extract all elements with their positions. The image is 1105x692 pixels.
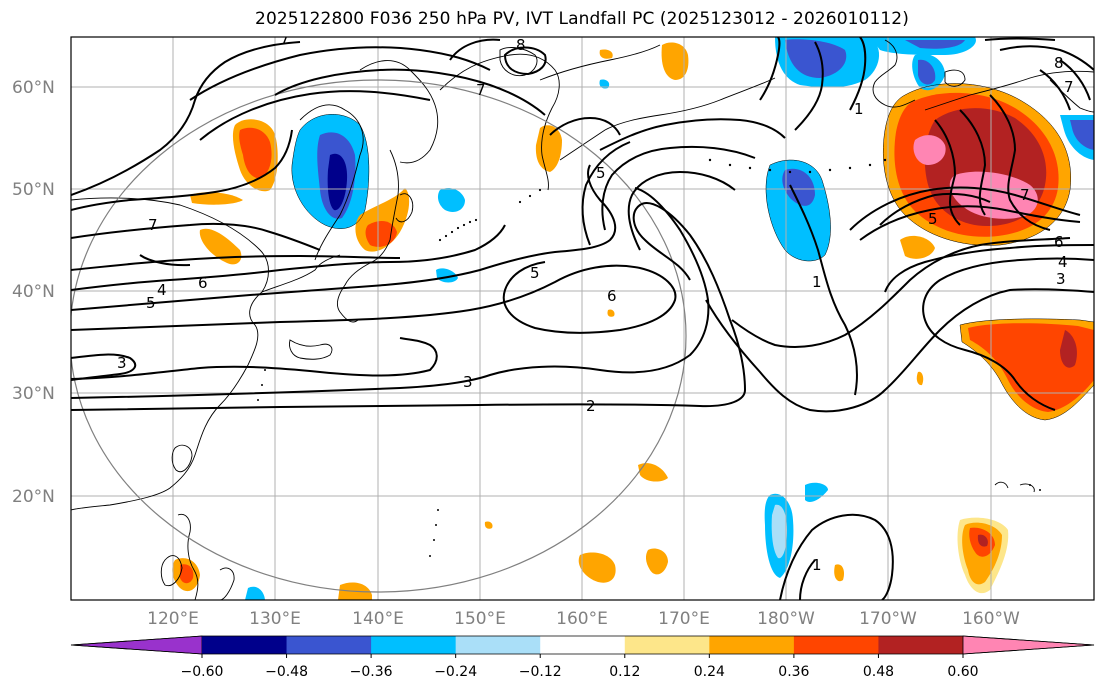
lat-labels: 60°N 50°N 40°N 30°N 20°N — [12, 78, 55, 507]
pv-shading — [172, 37, 1094, 600]
contour-label: 7 — [280, 30, 290, 48]
contour-label: 3 — [1056, 270, 1066, 288]
contour-label: 8 — [1054, 54, 1064, 72]
colorbar-segment — [793, 636, 879, 654]
colorbar-extend-high — [962, 635, 1095, 655]
lat-label: 50°N — [12, 180, 55, 200]
colorbar-segment — [455, 636, 541, 654]
lon-label: 150°E — [454, 609, 506, 629]
colorbar-segment — [202, 636, 287, 654]
contour-label: 6 — [198, 274, 208, 292]
lon-label: 120°E — [147, 609, 199, 629]
contour-label: 5 — [530, 264, 540, 282]
contour-label: 7 — [1064, 78, 1074, 96]
colorbar-segment — [286, 636, 372, 654]
contour-label: 8 — [516, 36, 526, 54]
colorbar-segment — [371, 636, 457, 654]
lon-label: 170°E — [658, 609, 710, 629]
domain-circle — [71, 79, 687, 593]
contour-label: 5 — [596, 164, 606, 182]
colorbar-tick-label: −0.24 — [434, 664, 477, 680]
colorbar: −0.60 −0.48 −0.36 −0.24 −0.12 0.12 0.24 0.36 0.4… — [70, 635, 1095, 680]
colorbar-tick-label: 0.60 — [947, 664, 978, 680]
colorbar-tick-label: −0.48 — [265, 664, 308, 680]
map-frame — [70, 36, 1095, 601]
contour-label: 4 — [1058, 253, 1068, 271]
colorbar-tick-label: 0.24 — [694, 664, 725, 680]
contour-label: 6 — [1054, 233, 1064, 251]
contour-label: 7 — [148, 216, 158, 234]
lon-label: 180°W — [757, 609, 815, 629]
colorbar-tick-label: 0.48 — [863, 664, 894, 680]
contour-labels: 8 7 7 6 5 4 3 2 3 5 6 5 6 5 4 3 1 1 8 7 … — [117, 30, 1074, 574]
lat-label: 30°N — [12, 384, 55, 404]
gridlines — [71, 37, 1094, 600]
map-panel: 8 7 7 6 5 4 3 2 3 5 6 5 6 5 4 3 1 1 8 7 … — [71, 30, 1094, 600]
colorbar-tick-label: −0.60 — [181, 664, 224, 680]
contour-label: 1 — [812, 556, 822, 574]
colorbar-tick-label: 0.36 — [778, 664, 809, 680]
island-chains — [257, 158, 1041, 557]
contour-label: 5 — [146, 294, 156, 312]
page-title: 2025122800 F036 250 hPa PV, IVT Landfall… — [255, 9, 909, 29]
colorbar-tick-label: −0.12 — [519, 664, 562, 680]
lon-label: 160°W — [962, 609, 1020, 629]
lon-label: 130°E — [249, 609, 301, 629]
lon-label: 160°E — [556, 609, 608, 629]
lon-labels: 120°E 130°E 140°E 150°E 160°E 170°E 180°… — [147, 609, 1020, 629]
colorbar-segment — [624, 636, 710, 654]
contour-label: 7 — [1020, 186, 1030, 204]
lon-label: 140°E — [352, 609, 404, 629]
contour-label: 3 — [463, 373, 473, 391]
colorbar-segment — [709, 636, 795, 654]
colorbar-extend-low — [70, 635, 203, 655]
contour-label: 1 — [854, 100, 864, 118]
contour-label: 6 — [607, 287, 617, 305]
lon-label: 170°W — [859, 609, 917, 629]
colorbar-segment — [540, 636, 626, 654]
contour-label: 2 — [586, 397, 596, 415]
contour-label: 1 — [812, 273, 822, 291]
contour-label: 3 — [117, 354, 127, 372]
colorbar-tick-label: −0.36 — [350, 664, 393, 680]
lat-label: 20°N — [12, 487, 55, 507]
lat-label: 60°N — [12, 78, 55, 98]
colorbar-tick-label: 0.12 — [609, 664, 640, 680]
pv-contours — [71, 37, 1094, 600]
contour-label: 7 — [476, 81, 486, 99]
contour-label: 5 — [928, 210, 938, 228]
colorbar-segment — [878, 636, 964, 654]
contour-label: 4 — [157, 281, 167, 299]
lat-label: 40°N — [12, 282, 55, 302]
